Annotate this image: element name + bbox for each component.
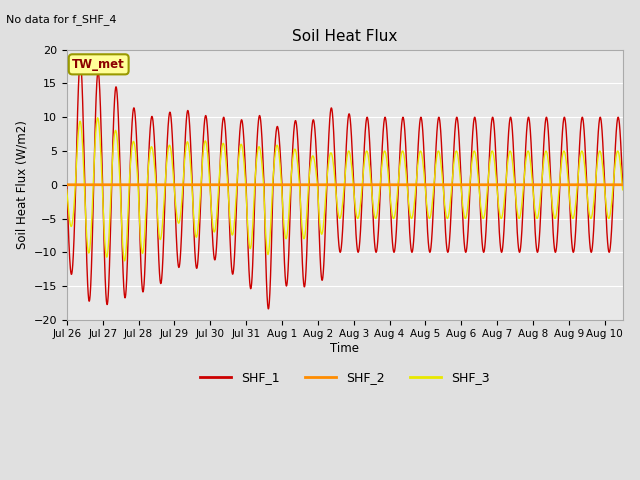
Y-axis label: Soil Heat Flux (W/m2): Soil Heat Flux (W/m2): [15, 120, 28, 249]
Text: No data for f_SHF_4: No data for f_SHF_4: [6, 14, 117, 25]
X-axis label: Time: Time: [330, 342, 359, 355]
Title: Soil Heat Flux: Soil Heat Flux: [292, 29, 397, 44]
Legend: SHF_1, SHF_2, SHF_3: SHF_1, SHF_2, SHF_3: [195, 366, 495, 389]
Text: TW_met: TW_met: [72, 58, 125, 71]
